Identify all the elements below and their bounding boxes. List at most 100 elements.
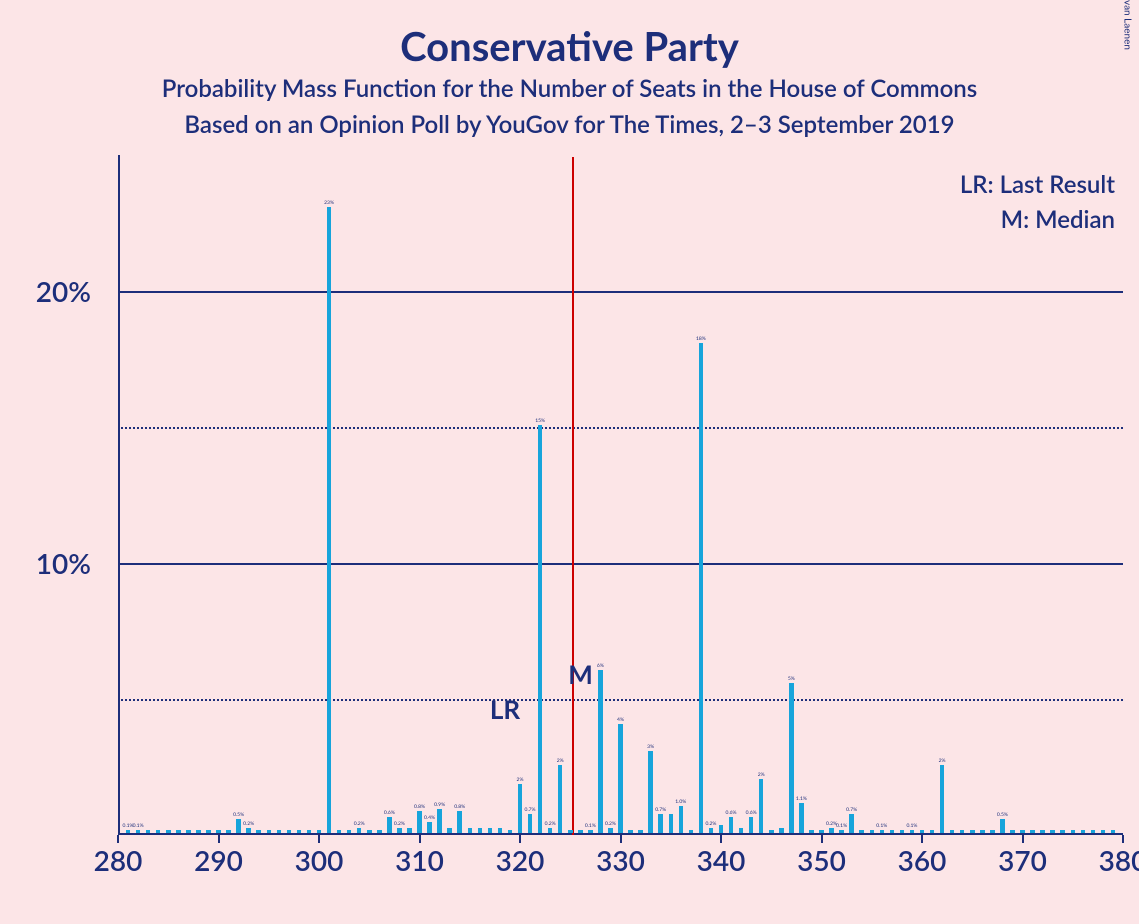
x-tick-label: 280 [94, 843, 143, 877]
bar [839, 830, 844, 833]
x-tick-label: 350 [797, 843, 846, 877]
bar [709, 828, 714, 833]
bar [488, 828, 493, 833]
bar-value-label: 0.4% [424, 815, 435, 821]
bar [1101, 830, 1106, 833]
bar [377, 830, 382, 833]
x-tick-label: 300 [295, 843, 344, 877]
bar [457, 811, 462, 833]
bar [729, 817, 734, 833]
bar [608, 828, 613, 833]
bar [759, 779, 764, 833]
bar [689, 830, 694, 833]
bar-value-label: 0.6% [384, 810, 395, 816]
bar [427, 822, 432, 833]
y-tick-label: 10% [36, 546, 91, 580]
bar [900, 830, 905, 833]
bar-value-label: 0.6% [746, 810, 757, 816]
bar [528, 814, 533, 833]
bar-value-label: 2% [939, 758, 946, 764]
bar-value-label: 0.7% [525, 807, 536, 813]
bar [1040, 830, 1045, 833]
bar [216, 830, 221, 833]
bar [870, 830, 875, 833]
x-tick-mark [519, 835, 521, 843]
bar [1050, 830, 1055, 833]
x-tick-mark [1022, 835, 1024, 843]
bar-value-label: 0.2% [354, 821, 365, 827]
bar-value-label: 0.2% [394, 821, 405, 827]
legend-entry: LR: Last Result [960, 170, 1115, 199]
bar [739, 828, 744, 833]
bar-value-label: 0.1% [133, 823, 144, 829]
bar [1071, 830, 1076, 833]
bar [1030, 830, 1035, 833]
legend-entry: M: Median [1001, 205, 1115, 234]
bar [367, 830, 372, 833]
bar [146, 830, 151, 833]
bar [799, 803, 804, 833]
bar [357, 828, 362, 833]
bar [679, 806, 684, 833]
bar [437, 809, 442, 833]
last-result-annotation: LR [490, 693, 520, 725]
bar [126, 830, 131, 833]
bar-value-label: 18% [696, 336, 706, 342]
subtitle-line1: Probability Mass Function for the Number… [0, 74, 1139, 103]
bar [980, 830, 985, 833]
bar [1020, 830, 1025, 833]
bar [719, 825, 724, 833]
bar [890, 830, 895, 833]
x-tick-mark [921, 835, 923, 843]
bar-value-label: 0.2% [545, 821, 556, 827]
bar [930, 830, 935, 833]
bar-value-label: 0.2% [243, 821, 254, 827]
bar [568, 830, 573, 833]
bar [618, 724, 623, 833]
bar [287, 830, 292, 833]
bar [1060, 830, 1065, 833]
grid-major [118, 291, 1123, 293]
bar [337, 830, 342, 833]
bar [407, 828, 412, 833]
bar [658, 814, 663, 833]
bar [920, 830, 925, 833]
bar [277, 830, 282, 833]
bar [970, 830, 975, 833]
bar [246, 828, 251, 833]
bar [387, 817, 392, 833]
median-line [572, 157, 574, 835]
chart-area: 10%20%2802903003103203303403503603703800… [118, 155, 1123, 835]
bar-value-label: 5% [788, 676, 795, 682]
bar-value-label: 0.8% [454, 804, 465, 810]
bar-value-label: 0.1% [585, 823, 596, 829]
bar [859, 830, 864, 833]
bar [1000, 819, 1005, 833]
bar [417, 811, 422, 833]
x-tick-label: 310 [395, 843, 444, 877]
x-tick-label: 320 [496, 843, 545, 877]
bar [950, 830, 955, 833]
bar-value-label: 0.2% [605, 821, 616, 827]
bar [226, 830, 231, 833]
bar-value-label: 0.2% [705, 821, 716, 827]
bar-value-label: 2% [557, 758, 564, 764]
bar [206, 830, 211, 833]
bar [779, 828, 784, 833]
x-tick-mark [620, 835, 622, 843]
bar [598, 670, 603, 833]
x-tick-mark [117, 835, 119, 843]
bar [910, 830, 915, 833]
bar [447, 828, 452, 833]
bar [347, 830, 352, 833]
bar [829, 828, 834, 833]
bar [508, 830, 513, 833]
bar [578, 830, 583, 833]
subtitle-line2: Based on an Opinion Poll by YouGov for T… [0, 110, 1139, 139]
bar-value-label: 0.5% [997, 812, 1008, 818]
bar-value-label: 0.5% [233, 812, 244, 818]
bar [136, 830, 141, 833]
bar [186, 830, 191, 833]
bar [548, 828, 553, 833]
bar [789, 683, 794, 833]
